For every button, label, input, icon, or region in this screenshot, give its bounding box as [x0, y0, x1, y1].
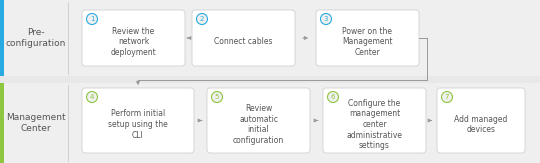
Text: 6: 6 [330, 94, 335, 100]
FancyBboxPatch shape [437, 88, 525, 153]
Bar [0, 0, 540, 76]
Text: Pre-
configuration: Pre- configuration [6, 28, 66, 48]
Text: 7: 7 [445, 94, 449, 100]
FancyBboxPatch shape [316, 10, 419, 66]
FancyBboxPatch shape [82, 88, 194, 153]
Circle shape [327, 91, 339, 103]
Text: 2: 2 [200, 16, 204, 22]
Circle shape [321, 14, 332, 24]
Text: Review the
network
deployment: Review the network deployment [111, 27, 157, 57]
Text: Configure the
management
center
administrative
settings: Configure the management center administ… [347, 98, 402, 150]
FancyBboxPatch shape [82, 10, 185, 66]
FancyBboxPatch shape [192, 10, 295, 66]
Text: 4: 4 [90, 94, 94, 100]
Text: Perform initial
setup using the
CLI: Perform initial setup using the CLI [108, 109, 168, 140]
Text: Connect cables: Connect cables [214, 37, 273, 46]
Bar [0, 83, 540, 163]
Text: 1: 1 [90, 16, 94, 22]
FancyBboxPatch shape [323, 88, 426, 153]
Circle shape [197, 14, 207, 24]
Circle shape [212, 91, 222, 103]
FancyBboxPatch shape [207, 88, 310, 153]
Circle shape [86, 91, 98, 103]
Circle shape [442, 91, 453, 103]
Text: 5: 5 [215, 94, 219, 100]
Text: Management
Center: Management Center [6, 113, 66, 133]
Text: 3: 3 [324, 16, 328, 22]
Bar [0, 0, 4, 76]
Text: Review
automatic
initial
configuration: Review automatic initial configuration [233, 104, 284, 145]
Circle shape [86, 14, 98, 24]
Text: Power on the
Management
Center: Power on the Management Center [342, 27, 393, 57]
Text: Add managed
devices: Add managed devices [454, 115, 508, 134]
Bar [0, 76, 540, 83]
Bar [0, 83, 4, 163]
